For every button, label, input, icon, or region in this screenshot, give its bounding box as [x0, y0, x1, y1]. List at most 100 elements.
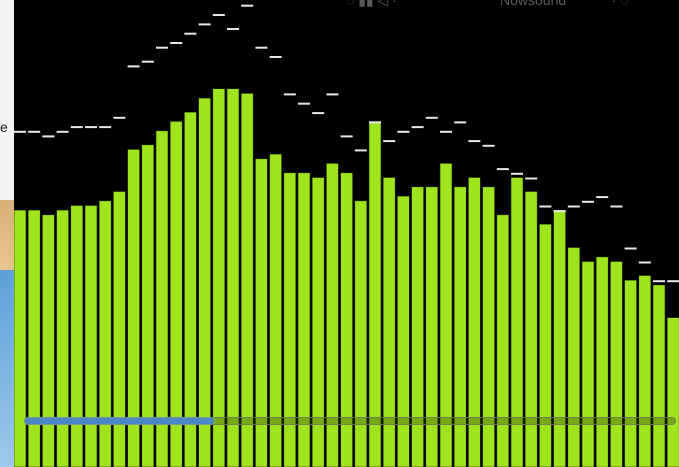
- spectrum-bar: [553, 209, 566, 467]
- spectrum-peak-marker: [28, 130, 41, 133]
- spectrum-bar: [354, 200, 368, 467]
- spectrum-peak-marker: [56, 130, 69, 133]
- spectrum-bar: [567, 247, 581, 467]
- spectrum-bar: [496, 214, 510, 467]
- spectrum-bar: [70, 205, 84, 467]
- spectrum-peak-marker: [582, 200, 594, 203]
- spectrum-peak-marker: [312, 112, 325, 115]
- spectrum-bar: [482, 186, 495, 467]
- spectrum-bar: [539, 223, 552, 467]
- spectrum-bar: [283, 172, 297, 467]
- spectrum-peak-marker: [127, 65, 140, 68]
- spectrum-bar: [297, 172, 311, 467]
- spectrum-bar: [411, 186, 424, 467]
- spectrum-peak-marker: [397, 130, 410, 133]
- spectrum-bar: [382, 177, 396, 467]
- spectrum-peak-marker: [525, 177, 538, 180]
- spectrum-bar: [368, 121, 382, 467]
- spectrum-peak-marker: [283, 93, 296, 96]
- spectrum-bar: [141, 144, 155, 467]
- spectrum-bar: [510, 177, 524, 467]
- spectrum-bar: [113, 191, 126, 467]
- spectrum-bar: [155, 130, 169, 467]
- spectrum-peak-marker: [340, 135, 353, 138]
- spectrum-bar: [42, 214, 55, 467]
- spectrum-peak-marker: [468, 140, 481, 143]
- spectrum-peak-marker: [653, 280, 665, 283]
- window-title-bar: ◌ ▮▮ ◁ · Nowsound · ◌: [340, 0, 679, 10]
- spectrum-peak-marker: [553, 210, 566, 213]
- spectrum-bar: [56, 209, 69, 467]
- spectrum-peak-marker: [141, 60, 154, 63]
- spectrum-bar: [397, 195, 410, 467]
- spectrum-peak-marker: [638, 261, 651, 264]
- spectrum-peak-marker: [184, 32, 197, 35]
- spectrum-peak-marker: [496, 168, 509, 171]
- spectrum-peak-marker: [610, 205, 623, 208]
- spectrum-peak-marker: [596, 196, 609, 199]
- spectrum-peak-marker: [383, 140, 396, 143]
- spectrum-bar: [468, 177, 481, 467]
- spectrum-peak-marker: [255, 46, 268, 49]
- spectrum-bar: [595, 256, 609, 467]
- spectrum-peak-marker: [85, 126, 97, 129]
- spectrum-peak-marker: [241, 4, 254, 7]
- spectrum-bar: [524, 191, 538, 467]
- spectrum-bar: [624, 279, 637, 467]
- playback-progress-track[interactable]: [24, 417, 676, 425]
- window-title: Nowsound: [500, 0, 567, 8]
- spectrum-peak-marker: [269, 56, 282, 58]
- spectrum-peak-marker: [298, 102, 310, 105]
- spectrum-peak-marker: [369, 121, 381, 124]
- spectrum-bar: [169, 121, 183, 467]
- spectrum-bar: [269, 153, 282, 467]
- background-window-strip: e: [0, 0, 14, 467]
- spectrum-peak-marker: [14, 130, 26, 133]
- spectrum-bar: [439, 163, 453, 467]
- background-window-panel: [0, 0, 14, 200]
- spectrum-bar: [98, 200, 112, 467]
- spectrum-peak-marker: [624, 247, 637, 250]
- spectrum-bar: [84, 205, 98, 467]
- playback-progress-fill: [25, 418, 214, 424]
- title-bar-controls-right[interactable]: · ◌: [612, 0, 629, 8]
- spectrum-peak-marker: [411, 126, 424, 129]
- spectrum-peak-marker: [567, 205, 580, 208]
- spectrum-peak-marker: [511, 172, 523, 175]
- spectrum-peak-marker: [354, 149, 367, 152]
- spectrum-bar: [198, 97, 211, 467]
- spectrum-peak-marker: [326, 93, 339, 96]
- spectrum-peak-marker: [440, 130, 452, 133]
- spectrum-bar: [212, 88, 226, 467]
- spectrum-peak-marker: [198, 23, 211, 26]
- spectrum-bar: [27, 209, 41, 467]
- spectrum-bar: [226, 88, 240, 467]
- spectrum-bar: [453, 186, 467, 467]
- spectrum-peak-marker: [482, 144, 495, 147]
- background-window-sky: [0, 270, 14, 467]
- spectrum-bar: [581, 261, 595, 467]
- spectrum-peak-marker: [227, 28, 239, 30]
- spectrum-peak-marker: [170, 42, 183, 44]
- spectrum-bar: [255, 158, 268, 467]
- spectrum-bar: [240, 93, 254, 467]
- spectrum-bar: [652, 284, 666, 467]
- spectrum-peak-marker: [667, 280, 679, 283]
- spectrum-bar: [13, 209, 27, 467]
- spectrum-bar: [326, 163, 339, 467]
- spectrum-peak-marker: [113, 116, 126, 119]
- background-window-image: [0, 200, 14, 270]
- spectrum-bar: [425, 186, 439, 467]
- spectrum-peak-marker: [42, 135, 55, 138]
- spectrum-bar: [127, 149, 140, 467]
- spectrum-peak-marker: [539, 205, 552, 208]
- spectrum-peak-marker: [99, 126, 112, 129]
- spectrum-bar: [184, 111, 197, 467]
- spectrum-bar: [666, 317, 679, 467]
- spectrum-peak-marker: [156, 46, 168, 49]
- title-bar-controls-left[interactable]: ◌ ▮▮ ◁ ·: [346, 0, 397, 8]
- spectrum-bar: [610, 261, 623, 467]
